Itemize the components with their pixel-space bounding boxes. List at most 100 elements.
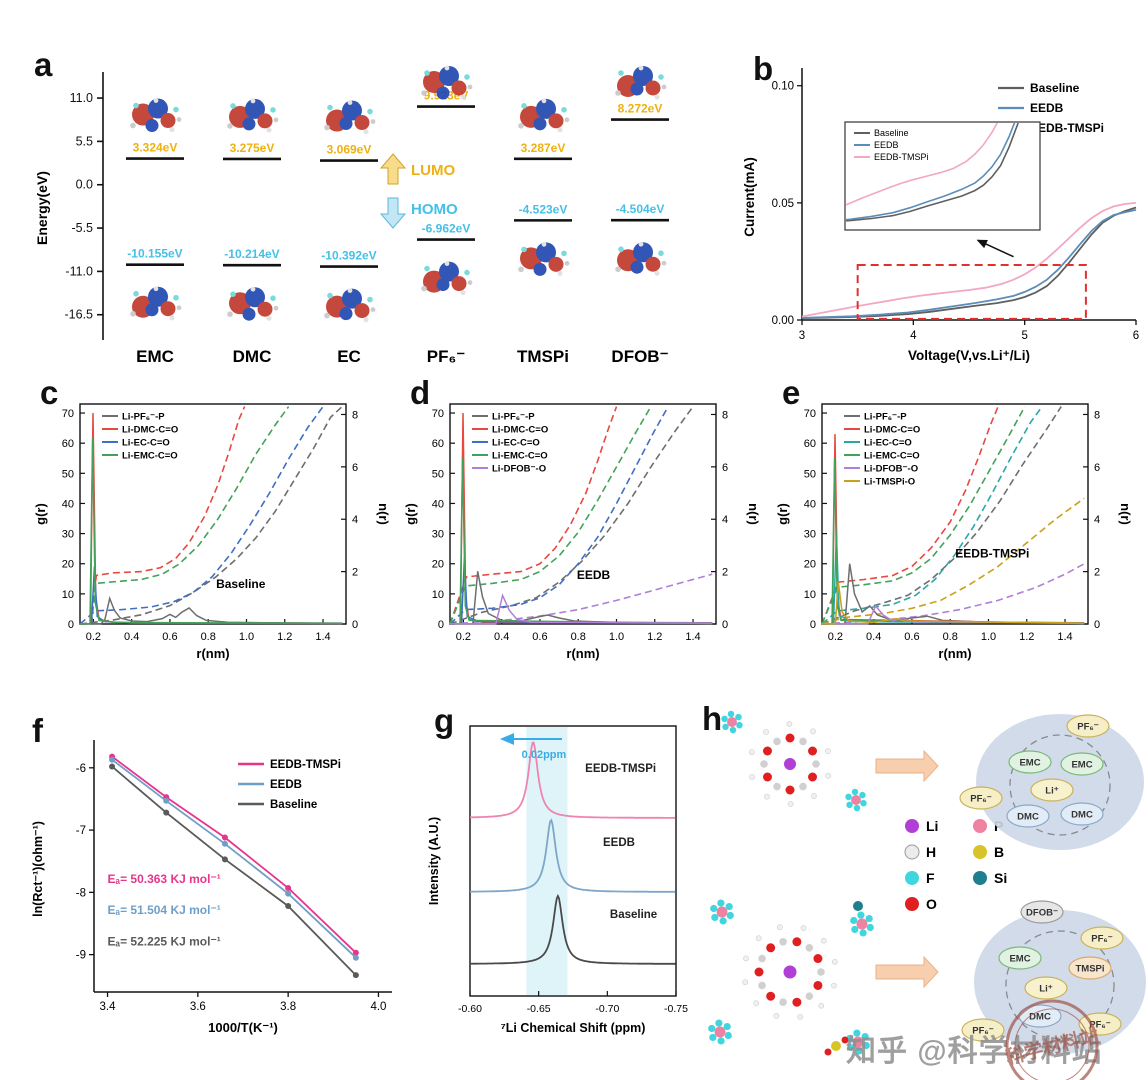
x-tick-label: 0.4 bbox=[124, 631, 139, 643]
lumo-value: 3.275eV bbox=[230, 141, 275, 155]
zoom-region-rect bbox=[856, 263, 1087, 320]
a-y-tick-label: 5.5 bbox=[76, 134, 93, 148]
x-tick-label: 0.8 bbox=[943, 631, 958, 643]
species-bubble-pf6 bbox=[961, 1018, 1005, 1042]
g-y-axis-title: Intensity (A.U.) bbox=[427, 817, 441, 905]
f-data-point bbox=[221, 856, 228, 863]
lsv-current-voltage-chart: 0.00 0.05 0.10 3 4 5 6 Voltage(V,vs.Li⁺/Li) Curr… bbox=[742, 68, 1139, 363]
gr-curve-Li-DMC-C=O bbox=[450, 412, 713, 625]
right-tick-label: 8 bbox=[1094, 409, 1100, 421]
panel-letter-g: g bbox=[434, 702, 455, 739]
f-data-point bbox=[352, 972, 359, 979]
zoom-arrow-icon bbox=[976, 239, 1014, 258]
b-curve-EEDB bbox=[801, 209, 1137, 319]
a-y-tick-label: 11.0 bbox=[70, 91, 93, 105]
species-bubble-label: PF₆⁻ bbox=[1091, 934, 1112, 945]
f-data-point bbox=[352, 954, 359, 961]
species-name: EC bbox=[337, 347, 361, 366]
f-data-point bbox=[163, 797, 170, 804]
panel-letter-a: a bbox=[34, 46, 53, 83]
x-tick-label: 0.6 bbox=[904, 631, 919, 643]
inset-legend-label: EEDB bbox=[874, 140, 899, 150]
g-x-tick-label: -0.70 bbox=[595, 1003, 619, 1015]
right-y-axis-title: n(r) bbox=[1118, 503, 1133, 525]
lumo-value: 3.287eV bbox=[521, 141, 566, 155]
legend-label: Li-EC-C=O bbox=[864, 438, 912, 449]
li-nmr-chart: -0.60 -0.65 -0.70 -0.75 ⁷Li Chemical Shift (… bbox=[427, 725, 688, 1035]
b-atom bbox=[831, 1041, 841, 1051]
x-axis-title: r(nm) bbox=[938, 646, 971, 661]
f-y-axis-title: ln(Rct⁻¹)(ohm⁻¹) bbox=[31, 821, 45, 917]
left-tick-label: 70 bbox=[804, 408, 816, 420]
a-y-axis-title: Energy(eV) bbox=[34, 171, 50, 245]
x-tick-label: 1.2 bbox=[647, 631, 662, 643]
species-bubble-li bbox=[1030, 778, 1074, 802]
lumo-value: 3.324eV bbox=[133, 141, 178, 155]
gr-curve-Li-EC-C=O bbox=[80, 566, 343, 625]
species-bubble-label: DMC bbox=[1017, 812, 1039, 823]
nmr-trace-Baseline bbox=[470, 893, 676, 965]
inset-curve-EEDB-TMSPi bbox=[846, 123, 999, 206]
species-bubble-label: PF₆⁻ bbox=[1089, 1020, 1110, 1031]
solvation-structure-schematic: LiHFOPBSiPF₆⁻EMCEMCLi⁺PF₆⁻DMCDMCDFOB⁻PF₆… bbox=[708, 710, 1146, 1056]
left-tick-label: 40 bbox=[62, 498, 74, 510]
nr-curve-Li-EMC-C=O bbox=[80, 406, 290, 625]
activation-energy-label: Eₐ= 50.363 KJ mol⁻¹ bbox=[108, 872, 221, 886]
right-tick-label: 6 bbox=[352, 462, 358, 474]
b-x-tick-label: 5 bbox=[1021, 330, 1027, 342]
left-tick-label: 70 bbox=[62, 408, 74, 420]
a-y-tick-label: 0.0 bbox=[76, 178, 93, 192]
flow-arrow-icon bbox=[875, 749, 939, 783]
x-tick-label: 1.0 bbox=[239, 631, 254, 643]
nr-curve-Li-EC-C=O bbox=[821, 406, 1043, 625]
left-tick-label: 20 bbox=[432, 559, 444, 571]
nr-curve-Li-EMC-C=O bbox=[821, 406, 1026, 625]
f-x-axis-title: 1000/T(K⁻¹) bbox=[208, 1020, 278, 1035]
legend-label: Li-EC-C=O bbox=[492, 438, 540, 449]
left-tick-label: 60 bbox=[62, 438, 74, 450]
right-tick-label: 6 bbox=[1094, 462, 1100, 474]
right-tick-label: 2 bbox=[352, 567, 358, 579]
right-tick-label: 0 bbox=[1094, 619, 1100, 631]
shift-highlight-band bbox=[526, 727, 568, 995]
species-bubble-dmc bbox=[1060, 802, 1104, 826]
trace-label: EEDB bbox=[603, 837, 635, 849]
g-x-tick-label: -0.60 bbox=[458, 1003, 482, 1015]
f-x-tick-label: 3.6 bbox=[190, 1001, 206, 1013]
gr-curve-Li-PF₆⁻-P bbox=[80, 595, 343, 625]
nr-curve-Li-DMC-C=O bbox=[821, 406, 999, 625]
x-tick-label: 1.2 bbox=[1019, 631, 1034, 643]
inset-curve-EEDB bbox=[846, 123, 1016, 221]
atom-legend-dot-P bbox=[973, 819, 987, 833]
legend-label: Li-PF₆⁻-P bbox=[492, 412, 535, 423]
species-bubble-emc bbox=[998, 946, 1042, 970]
rdf-chart-baseline: 0 10 20 30 40 50 60 70 0 2 4 6 8 0.2 0.4 0.6 0.8 1.0 1.2 1.… bbox=[33, 403, 391, 661]
lumo-label: LUMO bbox=[411, 162, 455, 179]
panel-letter-c: c bbox=[40, 374, 59, 411]
molecule-orbital-image bbox=[615, 65, 667, 100]
molecule-orbital-image bbox=[130, 98, 182, 133]
condition-label: EEDB bbox=[577, 568, 611, 582]
species-bubble-label: DFOB⁻ bbox=[1026, 908, 1058, 919]
molecule-orbital-image bbox=[421, 261, 473, 296]
left-tick-label: 40 bbox=[804, 498, 816, 510]
atom-legend-label: B bbox=[994, 844, 1004, 860]
atom-legend-dot-Si bbox=[973, 871, 987, 885]
species-bubble-label: DMC bbox=[1029, 1012, 1051, 1023]
nr-curve-Li-PF₆⁻-P bbox=[449, 406, 694, 625]
x-tick-label: 1.0 bbox=[609, 631, 624, 643]
watermark-stamp: 科学材料站 bbox=[1003, 999, 1101, 1080]
legend-label: Li-PF₆⁻-P bbox=[122, 412, 165, 423]
lumo-value: 8.272eV bbox=[618, 102, 663, 116]
nr-curve-Li-EC-C=O bbox=[79, 406, 324, 625]
g-x-tick-label: -0.75 bbox=[664, 1003, 688, 1015]
solvation-dashed-circle bbox=[1009, 734, 1111, 836]
molecule-orbital-image bbox=[518, 241, 570, 276]
panel-letter-b: b bbox=[753, 50, 774, 87]
species-bubble-label: EMC bbox=[1009, 954, 1030, 965]
plot-box bbox=[449, 403, 717, 625]
panel-letter-e: e bbox=[782, 374, 801, 411]
b-x-tick-label: 3 bbox=[799, 330, 805, 342]
li-atom bbox=[784, 758, 796, 770]
